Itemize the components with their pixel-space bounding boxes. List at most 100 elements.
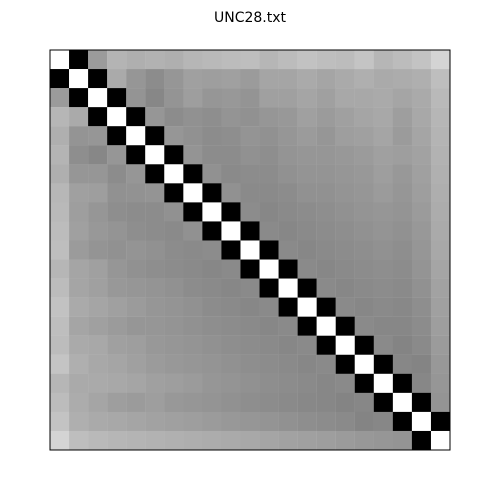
heatmap-cell — [392, 335, 413, 355]
heatmap-cell — [392, 50, 413, 70]
heatmap-cell — [297, 354, 317, 374]
heatmap-cell — [221, 126, 241, 146]
heatmap-cells — [50, 50, 451, 451]
heatmap-cell — [145, 373, 165, 394]
heatmap-cell — [316, 126, 336, 146]
heatmap-cell — [259, 297, 279, 317]
heatmap-cell — [297, 50, 317, 70]
heatmap-cell — [145, 69, 165, 89]
heatmap-cell — [392, 373, 413, 394]
heatmap-cell — [354, 50, 374, 70]
heatmap-cell — [164, 240, 184, 260]
heatmap-cell — [392, 88, 413, 108]
heatmap-cell — [126, 373, 146, 394]
heatmap-cell — [88, 392, 108, 413]
heatmap-cell — [107, 183, 127, 203]
heatmap-cell — [107, 221, 127, 241]
heatmap-cell — [335, 145, 355, 165]
heatmap-cell — [107, 297, 127, 317]
heatmap-cell — [126, 316, 146, 336]
heatmap-cell — [354, 240, 374, 260]
heatmap-cell — [50, 88, 70, 108]
heatmap-cell — [335, 164, 355, 184]
heatmap-cell — [335, 392, 355, 413]
heatmap-cell — [88, 126, 108, 146]
heatmap-cell — [69, 107, 89, 127]
heatmap-cell — [221, 278, 241, 298]
heatmap-cell — [430, 373, 451, 394]
heatmap-cell — [297, 183, 317, 203]
heatmap-cell — [411, 107, 432, 127]
heatmap-cell — [316, 297, 336, 317]
heatmap-cell — [354, 145, 374, 165]
heatmap-cell — [202, 392, 222, 413]
heatmap-cell — [411, 354, 432, 374]
heatmap-cell — [88, 183, 108, 203]
heatmap-cell — [354, 164, 374, 184]
heatmap-cell — [107, 354, 127, 374]
heatmap-cell — [373, 88, 394, 108]
heatmap-cell — [411, 202, 432, 222]
heatmap-cell — [145, 50, 165, 70]
heatmap-cell — [335, 430, 355, 451]
heatmap-cell — [145, 354, 165, 374]
heatmap-cell — [354, 373, 374, 394]
heatmap-cell — [50, 354, 70, 374]
heatmap-cell — [240, 335, 260, 355]
heatmap-cell — [107, 126, 127, 146]
heatmap-cell — [430, 164, 451, 184]
heatmap-cell — [50, 373, 70, 394]
heatmap-cell — [126, 202, 146, 222]
heatmap-cell — [88, 164, 108, 184]
heatmap-cell — [107, 240, 127, 260]
heatmap-cell — [373, 183, 394, 203]
heatmap-cell — [411, 69, 432, 89]
heatmap-cell — [259, 126, 279, 146]
heatmap-cell — [373, 107, 394, 127]
heatmap-cell — [335, 411, 355, 432]
heatmap-cell — [278, 259, 298, 279]
heatmap-cell — [126, 69, 146, 89]
heatmap-cell — [50, 316, 70, 336]
heatmap-cell — [183, 88, 203, 108]
heatmap-cell — [430, 202, 451, 222]
heatmap-cell — [107, 88, 127, 108]
heatmap-cell — [126, 88, 146, 108]
heatmap-cell — [373, 69, 394, 89]
heatmap-cell — [221, 335, 241, 355]
heatmap-cell — [430, 69, 451, 89]
heatmap-cell — [354, 335, 374, 355]
heatmap-cell — [88, 411, 108, 432]
heatmap-cell — [335, 297, 355, 317]
heatmap-cell — [221, 316, 241, 336]
heatmap-cell — [373, 164, 394, 184]
plot-frame — [49, 49, 451, 451]
heatmap-cell — [50, 240, 70, 260]
heatmap-cell — [145, 316, 165, 336]
chart-title: UNC28.txt — [214, 10, 287, 26]
heatmap-cell — [69, 354, 89, 374]
heatmap-cell — [183, 240, 203, 260]
heatmap-cell — [164, 69, 184, 89]
heatmap-cell — [107, 164, 127, 184]
heatmap-cell — [240, 392, 260, 413]
heatmap-cell — [126, 145, 146, 165]
heatmap-cell — [411, 335, 432, 355]
heatmap-cell — [183, 373, 203, 394]
heatmap-cell — [373, 430, 394, 451]
heatmap-cell — [69, 69, 89, 89]
heatmap-cell — [50, 69, 70, 89]
heatmap-cell — [107, 373, 127, 394]
heatmap-cell — [259, 183, 279, 203]
heatmap-cell — [392, 354, 413, 374]
heatmap-cell — [221, 259, 241, 279]
heatmap-cell — [69, 126, 89, 146]
heatmap-cell — [88, 354, 108, 374]
heatmap-cell — [316, 202, 336, 222]
heatmap-cell — [373, 316, 394, 336]
heatmap-cell — [259, 430, 279, 451]
heatmap-cell — [430, 392, 451, 413]
heatmap-cell — [411, 411, 432, 432]
heatmap-cell — [297, 221, 317, 241]
heatmap-cell — [164, 126, 184, 146]
